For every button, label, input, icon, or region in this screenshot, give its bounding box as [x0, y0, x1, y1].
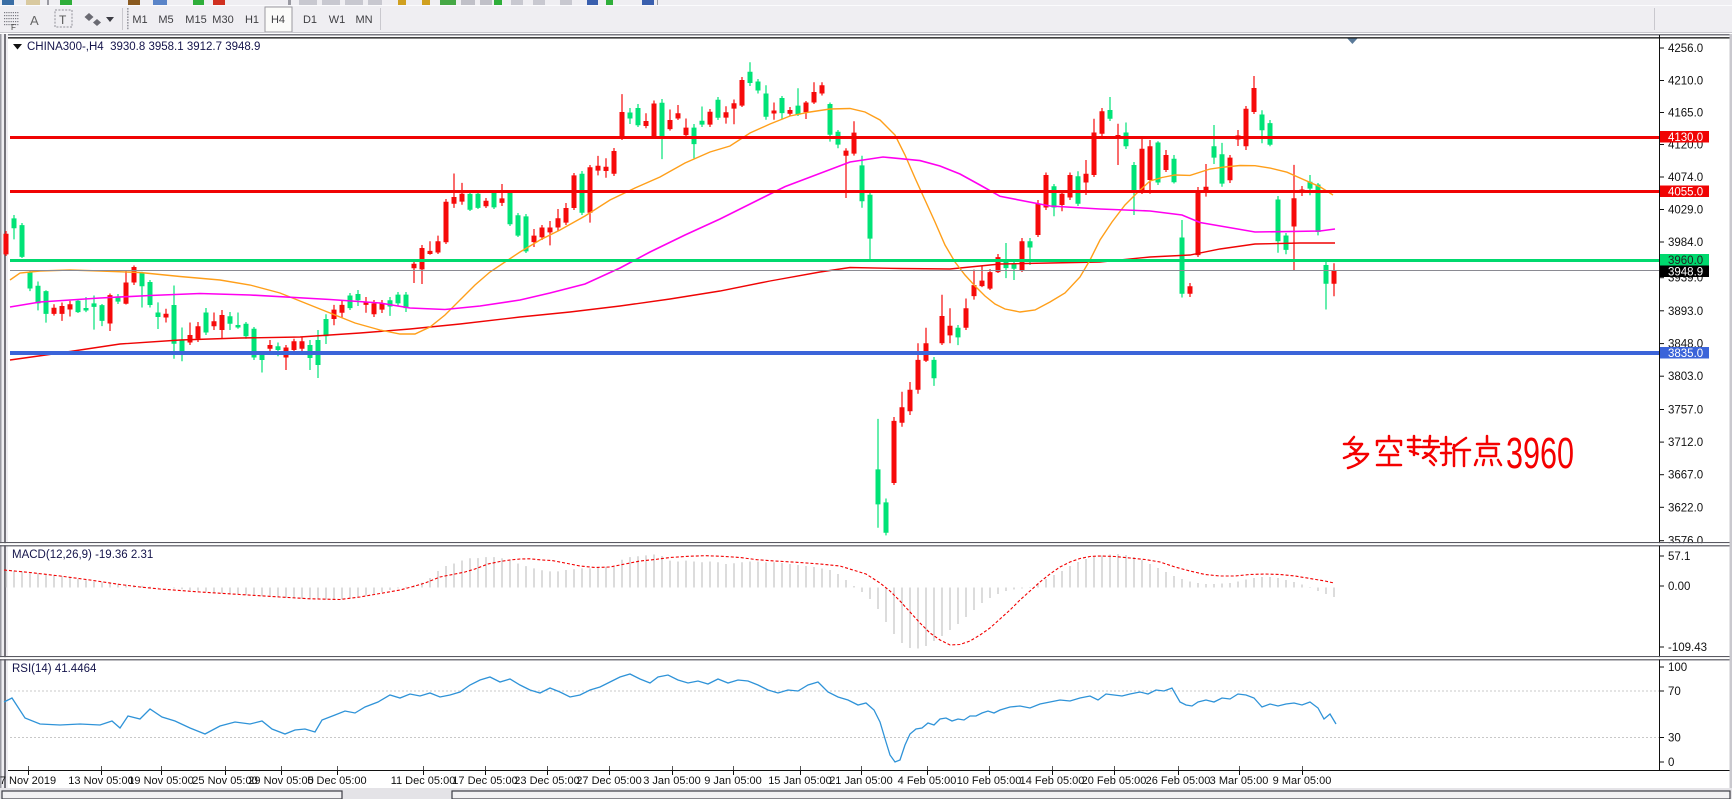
svg-text:4074.0: 4074.0 — [1668, 172, 1703, 184]
svg-text:MN: MN — [355, 14, 372, 26]
svg-text:3893.0: 3893.0 — [1668, 306, 1703, 318]
svg-text:29 Nov 05:00: 29 Nov 05:00 — [248, 775, 313, 787]
svg-text:13 Nov 05:00: 13 Nov 05:00 — [68, 775, 133, 787]
svg-text:15 Jan 05:00: 15 Jan 05:00 — [768, 775, 832, 787]
svg-text:4165.0: 4165.0 — [1668, 108, 1703, 120]
svg-text:3 Jan 05:00: 3 Jan 05:00 — [643, 775, 701, 787]
svg-text:5 Dec 05:00: 5 Dec 05:00 — [307, 775, 366, 787]
svg-text:4256.0: 4256.0 — [1668, 43, 1703, 55]
svg-text:3757.0: 3757.0 — [1668, 405, 1703, 417]
svg-text:T: T — [59, 13, 67, 27]
svg-text:W1: W1 — [329, 14, 346, 26]
svg-text:3712.0: 3712.0 — [1668, 437, 1703, 449]
svg-text:4055.0: 4055.0 — [1668, 187, 1703, 199]
svg-text:3 Mar 05:00: 3 Mar 05:00 — [1210, 775, 1269, 787]
svg-text:3667.0: 3667.0 — [1668, 470, 1703, 482]
svg-text:M15: M15 — [185, 14, 206, 26]
svg-text:M5: M5 — [158, 14, 173, 26]
svg-text:-109.43: -109.43 — [1668, 642, 1707, 654]
svg-text:CHINA300-,H4 3930.8 3958.1 39: CHINA300-,H4 3930.8 3958.1 3912.7 3948.9 — [27, 41, 260, 53]
svg-text:20 Feb 05:00: 20 Feb 05:00 — [1082, 775, 1147, 787]
svg-text:30: 30 — [1668, 733, 1681, 745]
svg-text:3960: 3960 — [1506, 429, 1574, 478]
svg-text:9 Mar 05:00: 9 Mar 05:00 — [1273, 775, 1332, 787]
svg-text:4 Feb 05:00: 4 Feb 05:00 — [898, 775, 957, 787]
svg-text:21 Jan 05:00: 21 Jan 05:00 — [829, 775, 893, 787]
svg-text:0: 0 — [1668, 757, 1674, 769]
svg-text:23 Dec 05:00: 23 Dec 05:00 — [514, 775, 579, 787]
svg-text:25 Nov 05:00: 25 Nov 05:00 — [192, 775, 257, 787]
svg-text:57.1: 57.1 — [1668, 551, 1690, 563]
svg-text:3803.0: 3803.0 — [1668, 371, 1703, 383]
svg-text:A: A — [30, 13, 39, 28]
svg-text:19 Nov 05:00: 19 Nov 05:00 — [128, 775, 193, 787]
svg-text:26 Feb 05:00: 26 Feb 05:00 — [1146, 775, 1211, 787]
svg-text:H1: H1 — [245, 14, 259, 26]
svg-text:17 Dec 05:00: 17 Dec 05:00 — [452, 775, 517, 787]
svg-text:7 Nov 2019: 7 Nov 2019 — [0, 775, 56, 787]
svg-text:0.00: 0.00 — [1668, 581, 1690, 593]
svg-text:MACD(12,26,9) -19.36 2.31: MACD(12,26,9) -19.36 2.31 — [12, 549, 153, 561]
svg-text:M30: M30 — [212, 14, 233, 26]
svg-text:3960.0: 3960.0 — [1668, 255, 1703, 267]
svg-text:70: 70 — [1668, 686, 1681, 698]
svg-text:9 Jan 05:00: 9 Jan 05:00 — [704, 775, 762, 787]
svg-text:11 Dec 05:00: 11 Dec 05:00 — [391, 775, 456, 787]
svg-text:100: 100 — [1668, 662, 1687, 674]
svg-text:4130.0: 4130.0 — [1668, 132, 1703, 144]
svg-text:3948.9: 3948.9 — [1668, 267, 1703, 279]
svg-text:10 Feb 05:00: 10 Feb 05:00 — [957, 775, 1022, 787]
svg-text:14 Feb 05:00: 14 Feb 05:00 — [1020, 775, 1085, 787]
svg-text:M1: M1 — [132, 14, 147, 26]
svg-text:RSI(14) 41.4464: RSI(14) 41.4464 — [12, 663, 97, 675]
svg-text:D1: D1 — [303, 14, 317, 26]
svg-text:3622.0: 3622.0 — [1668, 502, 1703, 514]
svg-text:3835.0: 3835.0 — [1668, 348, 1703, 360]
svg-text:F: F — [11, 23, 16, 32]
svg-text:4029.0: 4029.0 — [1668, 205, 1703, 217]
svg-text:27 Dec 05:00: 27 Dec 05:00 — [576, 775, 641, 787]
svg-text:3984.0: 3984.0 — [1668, 237, 1703, 249]
svg-text:4210.0: 4210.0 — [1668, 76, 1703, 88]
svg-text:H4: H4 — [271, 14, 285, 26]
